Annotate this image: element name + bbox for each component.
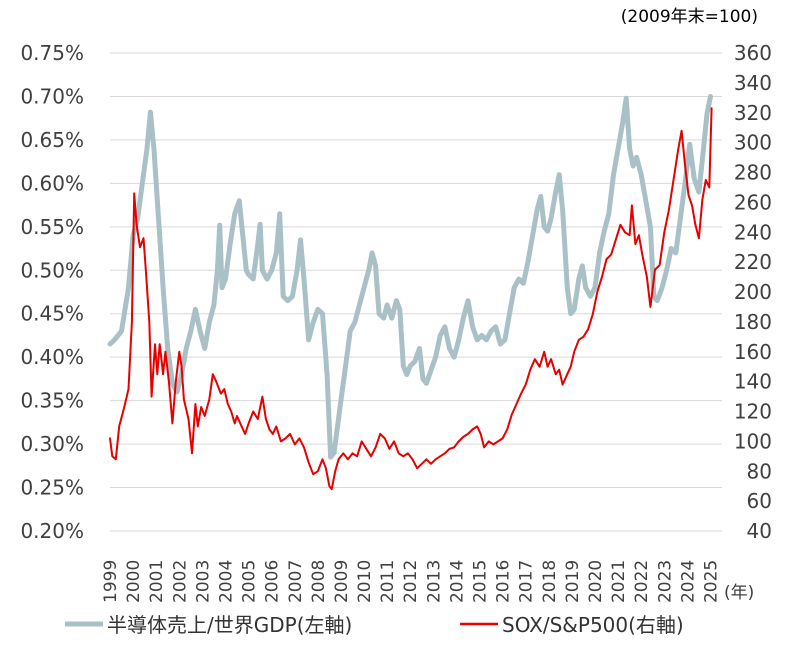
right-tick-label: 260 — [734, 190, 772, 214]
left-tick-label: 0.55% — [20, 215, 84, 239]
x-tick-label: 2003 — [193, 560, 213, 603]
x-tick-label: 2007 — [286, 560, 306, 603]
x-tick-label: 2006 — [263, 560, 283, 603]
x-tick-label: 1999 — [101, 560, 121, 603]
left-tick-label: 0.30% — [20, 432, 84, 456]
x-tick-label: 2012 — [401, 560, 421, 603]
left-axis-ticks: 0.20% 0.25% 0.30% 0.35% 0.40% 0.45% 0.50% 0.55%… — [20, 41, 84, 543]
x-tick-label: 2015 — [471, 560, 491, 603]
left-tick-label: 0.40% — [20, 345, 84, 369]
legend: 半導体売上/世界GDP(左軸) SOX/S&P500(右軸) — [65, 613, 684, 637]
left-tick-label: 0.35% — [20, 389, 84, 413]
right-tick-label: 220 — [734, 250, 772, 274]
x-tick-label: 2004 — [216, 560, 236, 603]
left-tick-label: 0.20% — [20, 519, 84, 543]
right-tick-label: 60 — [747, 489, 772, 513]
right-tick-label: 100 — [734, 429, 772, 453]
legend-label-sox-sp500: SOX/S&P500(右軸) — [502, 613, 684, 637]
series-lines — [107, 94, 713, 491]
x-axis-ticks: 1999 2000 2001 2002 2003 2004 2005 2006 2007 2008… — [101, 560, 721, 603]
x-tick-label: 2025 — [701, 560, 721, 603]
left-tick-label: 0.70% — [20, 84, 84, 108]
right-tick-label: 80 — [747, 459, 772, 483]
x-tick-label: 2009 — [332, 560, 352, 603]
right-tick-label: 40 — [747, 519, 772, 543]
x-tick-label: 2022 — [632, 560, 652, 603]
x-tick-label: 2014 — [447, 560, 467, 603]
left-tick-label: 0.60% — [20, 171, 84, 195]
left-tick-label: 0.65% — [20, 128, 84, 152]
x-axis-unit-label: (年) — [724, 583, 754, 603]
right-tick-label: 120 — [734, 400, 772, 424]
right-axis-ticks: 40 60 80 100 120 140 160 180 200 220 240 260 280 300 3… — [734, 41, 772, 543]
left-tick-label: 0.75% — [20, 41, 84, 65]
x-tick-label: 2000 — [124, 560, 144, 603]
legend-label-semiconductor-gdp: 半導体売上/世界GDP(左軸) — [107, 613, 352, 637]
x-tick-label: 2016 — [494, 560, 514, 603]
right-tick-label: 160 — [734, 340, 772, 364]
x-tick-label: 2019 — [563, 560, 583, 603]
series-line-sox-sp500 — [109, 107, 713, 491]
right-tick-label: 140 — [734, 370, 772, 394]
x-tick-label: 2013 — [424, 560, 444, 603]
right-tick-label: 300 — [734, 131, 772, 155]
left-tick-label: 0.25% — [20, 476, 84, 500]
right-tick-label: 360 — [734, 41, 772, 65]
x-tick-label: 2008 — [309, 560, 329, 603]
right-axis-unit-note: (2009年末=100) — [621, 7, 758, 27]
right-tick-label: 240 — [734, 220, 772, 244]
x-tick-label: 2017 — [517, 560, 537, 603]
left-tick-label: 0.50% — [20, 258, 84, 282]
x-tick-label: 2021 — [609, 560, 629, 603]
right-tick-label: 280 — [734, 161, 772, 185]
x-tick-label: 2024 — [678, 560, 698, 603]
right-tick-label: 320 — [734, 101, 772, 125]
x-tick-label: 2018 — [540, 560, 560, 603]
x-tick-label: 2010 — [355, 560, 375, 603]
x-tick-label: 2001 — [147, 560, 167, 603]
right-tick-label: 340 — [734, 71, 772, 95]
x-tick-label: 2002 — [170, 560, 190, 603]
x-tick-label: 2023 — [655, 560, 675, 603]
x-tick-label: 2005 — [240, 560, 260, 603]
right-tick-label: 180 — [734, 310, 772, 334]
left-tick-label: 0.45% — [20, 302, 84, 326]
x-tick-label: 2011 — [378, 560, 398, 603]
series-line-semiconductor-gdp — [107, 94, 713, 460]
right-tick-label: 200 — [734, 280, 772, 304]
x-tick-label: 2020 — [586, 560, 606, 603]
